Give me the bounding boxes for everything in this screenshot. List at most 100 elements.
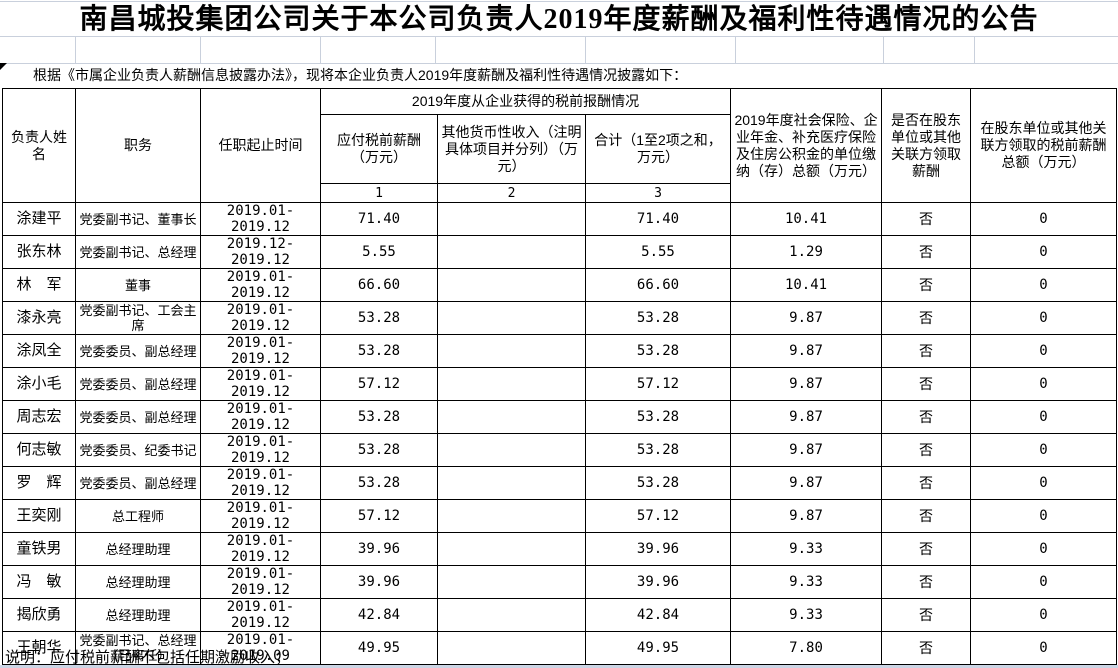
- cell-pretax: 42.84: [320, 598, 438, 632]
- cell-position: 党委委员、纪委书记: [75, 433, 201, 467]
- cell-related-amount: 0: [970, 367, 1118, 401]
- cell-term: 2019.01-2019.12: [200, 367, 321, 401]
- cell-related-pay: 否: [881, 334, 972, 368]
- cell-term: 2019.12-2019.12: [200, 235, 321, 269]
- cell-position: 总经理助理: [75, 598, 201, 632]
- col-header-group-pretax: 2019年度从企业获得的税前报酬情况: [319, 88, 732, 115]
- cell-other: [437, 532, 586, 566]
- cell-related-amount: 0: [970, 268, 1118, 302]
- cell-position: 党委副书记、董事长: [75, 202, 201, 236]
- cell-other: [437, 631, 586, 665]
- table-row: 童铁男 总经理助理 2019.01-2019.12 39.96 39.96 9.…: [2, 532, 1118, 566]
- cell-related-amount: 0: [970, 400, 1118, 434]
- cell-name: 林 军: [2, 268, 76, 302]
- cell-position: 总经理助理: [75, 565, 201, 599]
- cell-term: 2019.01-2019.12: [200, 565, 321, 599]
- cell-related-amount: 0: [970, 598, 1118, 632]
- cell-pretax: 5.55: [320, 235, 438, 269]
- table-row: 罗 辉 党委委员、副总经理 2019.01-2019.12 53.28 53.2…: [2, 466, 1118, 500]
- cell-total: 53.28: [584, 433, 732, 467]
- cell-total: 57.12: [584, 499, 732, 533]
- cell-pretax: 53.28: [320, 334, 438, 368]
- cell-insurance: 9.33: [730, 532, 883, 566]
- cell-name: 王奕刚: [2, 499, 76, 533]
- page-title: 南昌城投集团公司关于本公司负责人2019年度薪酬及福利性待遇情况的公告: [79, 4, 1039, 35]
- cell-pretax: 53.28: [320, 301, 438, 335]
- table-row: 林 军 董事 2019.01-2019.12 66.60 66.60 10.41…: [2, 268, 1118, 302]
- cell-other: [437, 400, 586, 434]
- cell-total: 53.28: [584, 334, 732, 368]
- cell-insurance: 10.41: [730, 268, 883, 302]
- cell-term: 2019.01-2019.12: [200, 202, 321, 236]
- cell-term: 2019.01-2019.12: [200, 334, 321, 368]
- cell-name: 何志敏: [2, 433, 76, 467]
- cell-related-pay: 否: [881, 433, 972, 467]
- cell-position: 党委委员、副总经理: [75, 334, 201, 368]
- cell-position: 党委委员、副总经理: [75, 367, 201, 401]
- cell-other: [437, 367, 586, 401]
- cell-other: [437, 235, 586, 269]
- cell-related-amount: 0: [970, 499, 1118, 533]
- cell-term: 2019.01-2019.12: [200, 301, 321, 335]
- gridline: [435, 37, 436, 63]
- gridline: [75, 37, 76, 63]
- gridline: [585, 37, 586, 63]
- cell-position: 党委委员、副总经理: [75, 466, 201, 500]
- col-header-related-amount: 在股东单位或其他关联方领取的税前薪酬总额（万元）: [970, 88, 1118, 203]
- cell-total: 42.84: [584, 598, 732, 632]
- col-num-3: 3: [584, 183, 732, 203]
- cell-total: 53.28: [584, 301, 732, 335]
- table-row: 涂凤全 党委委员、副总经理 2019.01-2019.12 53.28 53.2…: [2, 334, 1118, 368]
- cell-related-pay: 否: [881, 565, 972, 599]
- cell-insurance: 9.87: [730, 334, 883, 368]
- cell-related-amount: 0: [970, 631, 1118, 665]
- cell-total: 53.28: [584, 400, 732, 434]
- cell-total: 57.12: [584, 367, 732, 401]
- cell-pretax: 66.60: [320, 268, 438, 302]
- col-header-pretax: 应付税前薪酬（万元）: [320, 114, 438, 184]
- cell-other: [437, 466, 586, 500]
- cell-term: 2019.01-2019.12: [200, 499, 321, 533]
- cell-term: 2019.01-2019.12: [200, 532, 321, 566]
- cell-total: 39.96: [584, 532, 732, 566]
- col-header-related-pay: 是否在股东单位或其他关联方领取薪酬: [881, 88, 972, 203]
- cell-position: 党委副书记、工会主席: [75, 301, 201, 335]
- cell-position: 党委委员、副总经理: [75, 400, 201, 434]
- cell-other: [437, 598, 586, 632]
- cell-other: [437, 565, 586, 599]
- cell-pretax: 53.28: [320, 400, 438, 434]
- cell-name: 漆永亮: [2, 301, 76, 335]
- cell-insurance: 1.29: [730, 235, 883, 269]
- cell-related-pay: 否: [881, 532, 972, 566]
- col-header-position: 职务: [75, 88, 201, 203]
- cell-insurance: 9.33: [730, 565, 883, 599]
- col-header-other-income: 其他货币性收入（注明具体项目并分列）（万元）: [437, 114, 586, 184]
- window-edge-strip: [0, 665, 1118, 668]
- cell-related-pay: 否: [881, 631, 972, 665]
- cell-insurance: 9.87: [730, 499, 883, 533]
- cell-name: 罗 辉: [2, 466, 76, 500]
- table-row: 冯 敏 总经理助理 2019.01-2019.12 39.96 39.96 9.…: [2, 565, 1118, 599]
- cell-name: 涂凤全: [2, 334, 76, 368]
- table-row: 王朝华 党委副书记、总经理（已离任） 2019.01-2019.09 49.95…: [2, 631, 1118, 665]
- table-row: 王奕刚 总工程师 2019.01-2019.12 57.12 57.12 9.8…: [2, 499, 1118, 533]
- cell-other: [437, 334, 586, 368]
- cell-related-amount: 0: [970, 301, 1118, 335]
- table-row: 涂建平 党委副书记、董事长 2019.01-2019.12 71.40 71.4…: [2, 202, 1118, 236]
- cell-other: [437, 268, 586, 302]
- cell-pretax: 71.40: [320, 202, 438, 236]
- cell-position: 总经理助理: [75, 532, 201, 566]
- cell-term: 2019.01-2019.12: [200, 466, 321, 500]
- cell-total: 71.40: [584, 202, 732, 236]
- gridline: [200, 37, 201, 63]
- col-num-2: 2: [437, 183, 586, 203]
- cell-total: 66.60: [584, 268, 732, 302]
- gridline: [735, 37, 736, 63]
- table-row: 涂小毛 党委委员、副总经理 2019.01-2019.12 57.12 57.1…: [2, 367, 1118, 401]
- gridline: [883, 37, 884, 63]
- cell-total: 49.95: [584, 631, 732, 665]
- cell-term: 2019.01-2019.12: [200, 433, 321, 467]
- cell-insurance: 9.87: [730, 400, 883, 434]
- cell-pretax: 57.12: [320, 367, 438, 401]
- table-row: 周志宏 党委委员、副总经理 2019.01-2019.12 53.28 53.2…: [2, 400, 1118, 434]
